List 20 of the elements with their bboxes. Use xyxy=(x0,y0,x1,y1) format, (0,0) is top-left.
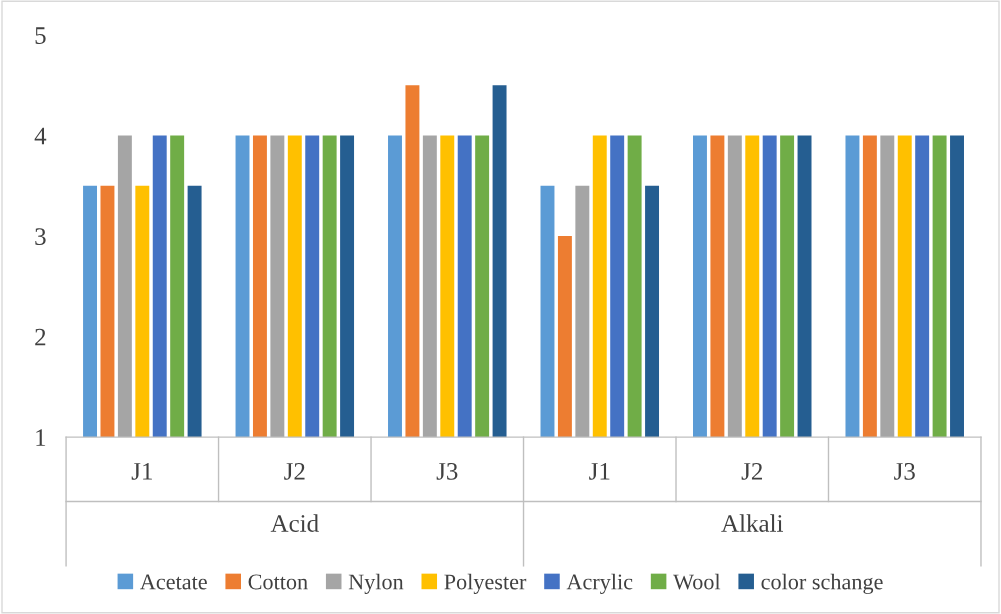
x-tick-label: J1 xyxy=(131,463,152,480)
y-tick-label: 2 xyxy=(35,328,46,346)
x-tick-label: J1 xyxy=(589,463,610,480)
y-tick-label: 1 xyxy=(36,429,46,446)
text: Acid xyxy=(270,514,319,532)
legend-label: Acetate xyxy=(140,574,207,590)
legend-label: Nylon xyxy=(348,573,404,594)
x-tick-label: J3 xyxy=(436,462,458,480)
x-tick-label: J2 xyxy=(284,462,305,480)
legend-label: Polyester xyxy=(444,573,527,594)
y-tick-label: 5 xyxy=(35,27,46,44)
legend-label: color schange xyxy=(761,573,883,594)
legend-label: Wool xyxy=(673,573,721,590)
y-tick-label: 3 xyxy=(35,228,46,245)
y-tick-label: 4 xyxy=(34,127,47,145)
x-tick-label: J3 xyxy=(894,462,915,480)
legend-label: Cotton xyxy=(248,574,308,590)
x-tick-label: J2 xyxy=(741,462,762,480)
text: Alkali xyxy=(721,514,784,532)
legend-label: Acrylic xyxy=(566,573,633,594)
